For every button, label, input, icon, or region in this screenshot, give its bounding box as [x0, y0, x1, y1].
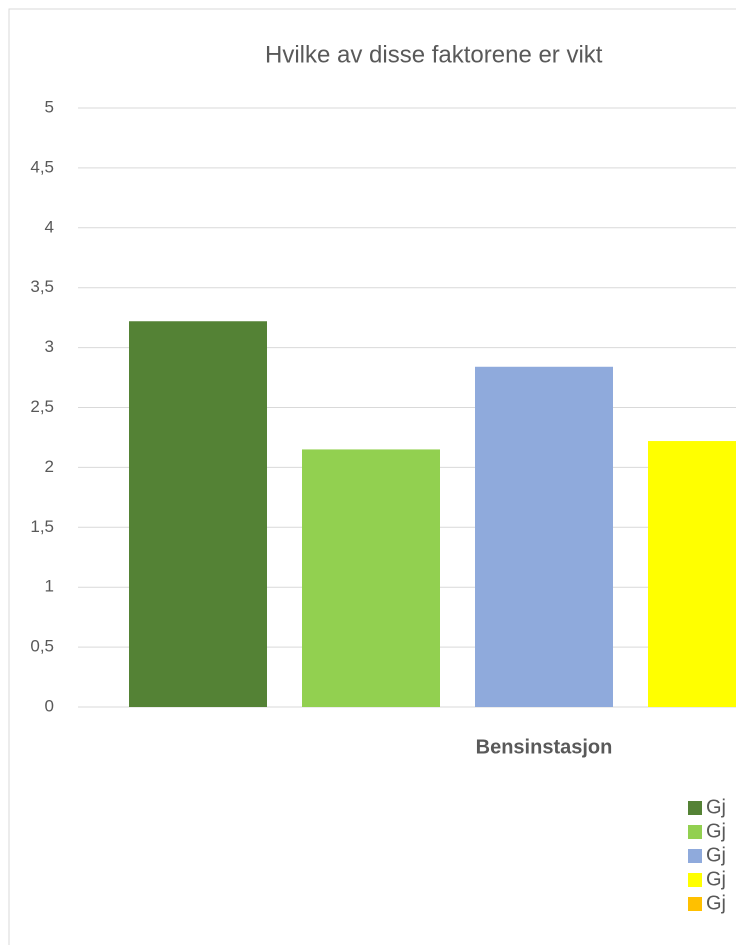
legend-label: Gj: [706, 796, 726, 818]
bar: [648, 441, 736, 707]
bar: [475, 366, 613, 707]
y-tick-label: 2: [45, 457, 54, 476]
legend-swatch: [688, 897, 702, 911]
legend-label: Gj: [706, 820, 726, 842]
legend-swatch: [688, 873, 702, 887]
legend-swatch: [688, 825, 702, 839]
y-tick-label: 0: [45, 696, 54, 715]
legend-swatch: [688, 849, 702, 863]
y-tick-label: 4,5: [30, 157, 54, 176]
legend-label: Gj: [706, 892, 726, 914]
legend-label: Gj: [706, 844, 726, 866]
y-tick-label: 1,5: [30, 517, 54, 536]
legend-label: Gj: [706, 868, 726, 890]
y-tick-label: 3,5: [30, 277, 54, 296]
bar: [302, 449, 440, 707]
chart-title: Hvilke av disse faktorene er vikt: [265, 41, 603, 68]
x-category-label: Bensinstasjon: [476, 736, 613, 758]
y-tick-label: 1: [45, 577, 54, 596]
legend-swatch: [688, 801, 702, 815]
y-tick-label: 4: [45, 217, 54, 236]
y-tick-label: 5: [45, 97, 54, 116]
bar: [129, 321, 267, 707]
y-tick-label: 3: [45, 337, 54, 356]
y-tick-label: 0,5: [30, 637, 54, 656]
y-tick-label: 2,5: [30, 397, 54, 416]
